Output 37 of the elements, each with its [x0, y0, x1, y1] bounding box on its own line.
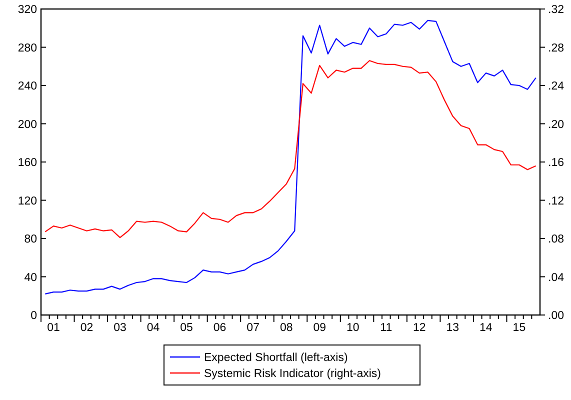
legend-label: Expected Shortfall (left-axis)	[204, 352, 348, 364]
x-tick-label: 01	[47, 322, 60, 334]
y-tick-label: 40	[24, 272, 37, 284]
x-tick-label: 04	[146, 322, 160, 334]
y2-tick-label: .32	[548, 4, 564, 16]
y-tick-label: 240	[18, 80, 37, 93]
y2-tick-label: .24	[548, 80, 565, 93]
x-tick-label: 08	[280, 322, 293, 334]
x-tick-label: 11	[380, 322, 392, 334]
x-tick-label: 14	[480, 322, 493, 334]
y2-tick-label: .20	[548, 118, 564, 131]
y2-tick-label: .00	[548, 310, 564, 322]
line-series	[44, 20, 536, 295]
x-tick-label: 03	[114, 322, 126, 334]
y-tick-label: 280	[18, 42, 37, 54]
y2-tick-label: .04	[548, 272, 565, 284]
y-tick-label: 0	[30, 310, 37, 322]
x-tick-label: 02	[80, 322, 94, 334]
y-tick-label: 120	[18, 195, 37, 208]
x-tick-label: 06	[213, 322, 226, 334]
x-tick-label: 10	[346, 322, 360, 334]
y-tick-label: 200	[18, 118, 37, 131]
y-tick-label: 320	[18, 4, 37, 16]
x-tick-label: 07	[246, 322, 260, 334]
x-tick-label: 13	[446, 322, 460, 334]
y-tick-label: 160	[18, 157, 37, 170]
y2-tick-label: .08	[548, 234, 564, 246]
x-tick-label: 12	[413, 322, 426, 334]
y2-tick-label: .16	[548, 157, 564, 170]
x-tick-label: 09	[313, 322, 326, 334]
y-tick-label: 80	[24, 234, 37, 246]
y2-tick-label: .28	[548, 42, 564, 54]
legend-label: Systemic Risk Indicator (right-axis)	[204, 368, 382, 380]
x-tick-label: 15	[512, 322, 526, 334]
line-series	[44, 60, 536, 238]
x-tick-label: 05	[180, 322, 193, 334]
y2-tick-label: .12	[548, 195, 564, 208]
